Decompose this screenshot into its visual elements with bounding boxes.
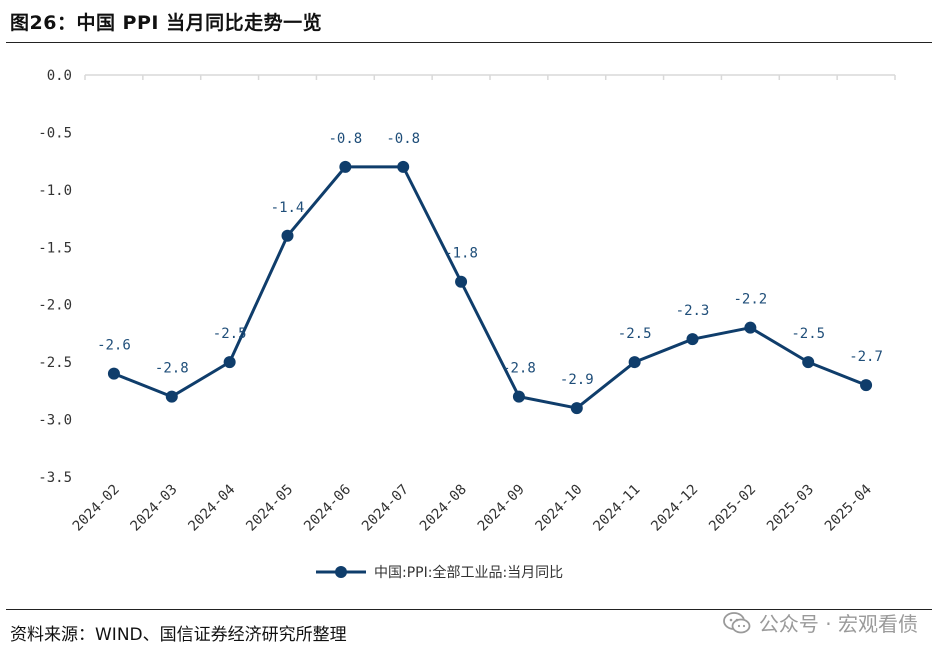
x-tick-label: 2024-05 bbox=[243, 482, 296, 535]
chart-title: 图26：中国 PPI 当月同比走势一览 bbox=[10, 12, 323, 34]
x-tick-label: 2024-07 bbox=[359, 482, 412, 535]
x-tick-label: 2025-04 bbox=[822, 482, 875, 535]
data-point bbox=[397, 160, 410, 173]
data-point bbox=[860, 379, 873, 392]
data-label: -2.5 bbox=[618, 326, 652, 342]
data-point bbox=[339, 160, 352, 173]
x-tick-label: 2024-08 bbox=[417, 482, 470, 535]
x-tick-label: 2024-06 bbox=[301, 482, 354, 535]
data-point bbox=[165, 390, 178, 403]
data-point bbox=[455, 275, 468, 288]
data-label: -1.8 bbox=[444, 246, 478, 262]
y-tick-label: -1.0 bbox=[38, 183, 72, 199]
title-divider bbox=[6, 42, 932, 43]
data-label: -2.5 bbox=[213, 326, 247, 342]
data-point bbox=[107, 367, 120, 380]
data-label: -2.8 bbox=[502, 361, 536, 377]
y-tick-label: 0.0 bbox=[47, 68, 72, 84]
data-labels: -2.6 -2.8 -2.5 -1.4 -0.8 -0.8 -1.8 -2.8 -2.9 -2.5… bbox=[97, 131, 883, 388]
y-tick-label: -3.5 bbox=[38, 470, 72, 486]
y-tick-label: -2.5 bbox=[38, 355, 72, 371]
x-tick-label: 2024-02 bbox=[70, 482, 123, 535]
x-tick-label: 2024-12 bbox=[648, 482, 701, 535]
data-point bbox=[686, 333, 699, 346]
data-label: -2.3 bbox=[676, 303, 710, 319]
data-label: -2.5 bbox=[791, 326, 825, 342]
data-point bbox=[628, 356, 641, 369]
y-axis: 0.0 -0.5 -1.0 -1.5 -2.0 -2.5 -3.0 -3.5 bbox=[38, 68, 72, 486]
data-label: -0.8 bbox=[328, 131, 362, 147]
data-point bbox=[744, 321, 757, 334]
source-note: 资料来源：WIND、国信证券经济研究所整理 bbox=[10, 625, 347, 645]
wechat-icon bbox=[723, 611, 751, 633]
y-tick-label: -1.5 bbox=[38, 240, 72, 256]
data-label: -2.7 bbox=[849, 349, 883, 365]
series-line bbox=[107, 160, 873, 415]
y-tick-label: -2.0 bbox=[38, 298, 72, 314]
y-tick-label: -3.0 bbox=[38, 413, 72, 429]
data-label: -2.6 bbox=[97, 338, 131, 354]
y-tick-label: -0.5 bbox=[38, 125, 72, 141]
data-point bbox=[512, 390, 525, 403]
watermark-text: 公众号 · 宏观看债 bbox=[758, 612, 918, 636]
line-chart: 0.0-0.5-1.0-1.5-2.0-2.5-3.0-3.5 2024-02 2… bbox=[38, 68, 896, 581]
x-tick-label: 2024-09 bbox=[475, 482, 528, 535]
data-label: -2.8 bbox=[155, 361, 189, 377]
data-label: -2.2 bbox=[733, 292, 767, 308]
x-tick-label: 2024-04 bbox=[185, 482, 238, 535]
data-label: -0.8 bbox=[386, 131, 420, 147]
series-path bbox=[113, 165, 867, 410]
data-label: -2.9 bbox=[560, 372, 594, 388]
data-point bbox=[802, 356, 815, 369]
x-tick-label: 2024-03 bbox=[128, 482, 181, 535]
legend: 中国:PPI:全部工业品:当月同比 bbox=[316, 564, 563, 581]
data-point bbox=[281, 229, 294, 242]
data-point bbox=[223, 356, 236, 369]
watermark: 公众号 · 宏观看债 bbox=[723, 608, 918, 637]
x-axis: 2024-02 2024-03 2024-04 2024-05 2024-06 2024-… bbox=[70, 74, 896, 535]
data-label: -1.4 bbox=[271, 200, 305, 216]
data-point bbox=[570, 402, 583, 415]
x-tick-label: 2025-02 bbox=[706, 482, 759, 535]
legend-swatch-marker bbox=[335, 566, 347, 578]
legend-label: 中国:PPI:全部工业品:当月同比 bbox=[374, 564, 563, 581]
footer-divider bbox=[6, 609, 932, 610]
x-tick-label: 2024-10 bbox=[533, 482, 586, 535]
x-tick-label: 2025-03 bbox=[764, 482, 817, 535]
x-tick-label: 2024-11 bbox=[590, 482, 643, 535]
